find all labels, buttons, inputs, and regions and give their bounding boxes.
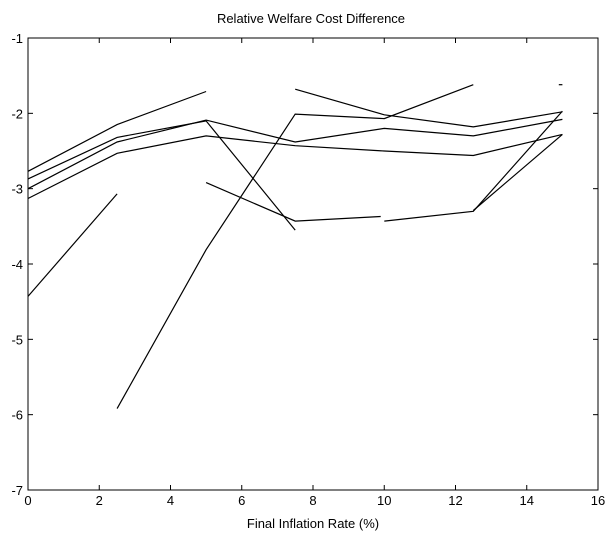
- y-tick-label: -3: [11, 182, 23, 197]
- x-tick-label: 4: [167, 493, 174, 508]
- plot-area-frame: [27, 37, 599, 491]
- data-series: [27, 84, 563, 409]
- series-line-7: [205, 182, 381, 222]
- x-tick-label: 16: [591, 493, 605, 508]
- x-tick-label: 8: [309, 493, 316, 508]
- chart-title: Relative Welfare Cost Difference: [217, 11, 405, 26]
- x-axis-label: Final Inflation Rate (%): [247, 516, 379, 531]
- x-tick-label: 10: [377, 493, 391, 508]
- x-tick-label: 0: [24, 493, 31, 508]
- x-tick-label: 14: [520, 493, 534, 508]
- series-line-3: [27, 118, 563, 190]
- series-line-8: [384, 110, 563, 222]
- y-tick-label: -7: [11, 483, 23, 498]
- x-tick-label: 12: [448, 493, 462, 508]
- y-tick-label: -4: [11, 257, 23, 272]
- x-tick-label: 2: [96, 493, 103, 508]
- series-line-10: [472, 133, 563, 211]
- y-tick-label: -6: [11, 408, 23, 423]
- x-tick-label: 6: [238, 493, 245, 508]
- y-tick-label: -5: [11, 332, 23, 347]
- axis-ticks: 0 2 4 6 8 10 12 14 16 -7 -6 -5 -4 -3 -2 -1: [11, 31, 605, 508]
- y-tick-label: -1: [11, 31, 23, 46]
- series-line-5: [27, 193, 118, 297]
- y-tick-label: -2: [11, 106, 23, 121]
- series-line-4: [27, 133, 563, 200]
- series-line-6: [116, 84, 474, 409]
- series-line-9: [295, 88, 563, 128]
- series-line-1: [27, 90, 207, 172]
- series-line-2: [27, 120, 296, 231]
